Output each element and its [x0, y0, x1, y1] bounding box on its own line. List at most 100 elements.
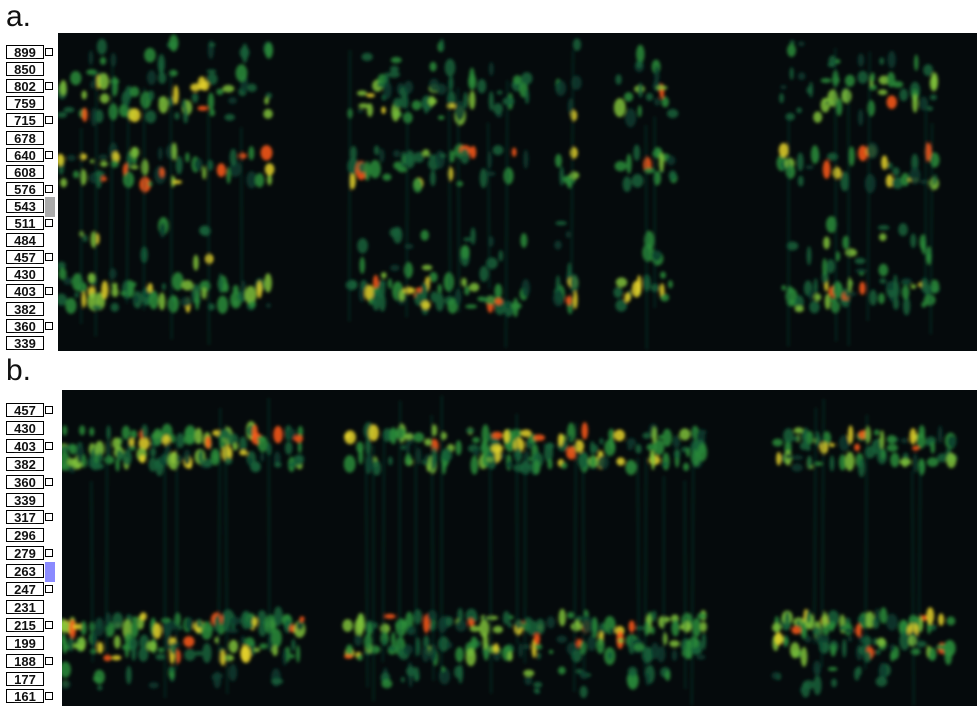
spectral-blob: [63, 107, 74, 113]
frequency-label: 759: [6, 96, 44, 110]
frequency-label: 215: [6, 618, 44, 632]
spectral-blob: [89, 50, 93, 65]
spectral-blob: [616, 277, 627, 287]
spectral-blob: [147, 70, 156, 85]
spectral-blob: [629, 620, 635, 632]
spectral-blob: [489, 62, 493, 76]
spectral-blob: [405, 454, 412, 466]
spectral-blob: [294, 435, 303, 442]
spectral-blob: [581, 422, 588, 439]
spectral-blob: [805, 165, 813, 169]
selection-bar: [45, 562, 55, 582]
spectral-blob: [194, 651, 203, 656]
spectral-blob: [776, 452, 781, 466]
spectral-blob: [679, 428, 690, 440]
spectral-blob: [412, 100, 422, 110]
spectral-blob: [881, 449, 885, 459]
spectral-blob: [567, 435, 573, 441]
spectral-blob: [461, 278, 467, 287]
spectral-blob: [683, 463, 689, 471]
spectral-blob: [101, 281, 108, 300]
spectral-blob: [264, 273, 272, 292]
spectral-blob: [794, 306, 803, 313]
spectral-blob: [470, 626, 481, 632]
spectral-blob: [635, 626, 644, 630]
spectral-blob: [787, 44, 796, 57]
spectral-blob: [599, 438, 603, 445]
spectral-blob: [813, 675, 821, 695]
spectral-blob: [469, 68, 475, 87]
spectral-blob: [95, 617, 105, 636]
spectral-blob: [460, 245, 469, 259]
spectral-blob: [100, 161, 108, 167]
spectral-blob: [661, 616, 670, 622]
spectral-blob: [912, 94, 918, 113]
marker: [45, 585, 53, 593]
spectral-blob: [930, 442, 935, 454]
spectral-blob: [534, 633, 541, 644]
spectral-blob: [296, 645, 300, 663]
selection-bar: [45, 197, 55, 217]
spectral-blob: [370, 646, 380, 654]
marker: [45, 151, 53, 159]
spectral-blob: [357, 109, 363, 113]
spectral-blob: [700, 622, 707, 632]
spectral-blob: [828, 622, 836, 630]
spectral-blob: [653, 440, 664, 456]
spectral-blob: [525, 676, 532, 685]
spectral-blob: [682, 621, 691, 633]
spectral-blob: [898, 223, 908, 236]
spectral-blob: [786, 165, 796, 179]
spectral-blob: [511, 302, 522, 309]
spectral-blob: [587, 635, 596, 651]
spectral-blob: [103, 655, 111, 661]
spectral-blob: [130, 430, 137, 439]
spectral-blob: [224, 655, 234, 662]
spectral-blob: [931, 72, 938, 88]
frequency-label: 430: [6, 421, 44, 435]
spectral-blob: [81, 621, 87, 635]
marker: [45, 657, 53, 665]
spectral-blob: [790, 67, 794, 80]
spectral-blob: [106, 425, 110, 440]
spectral-blob: [470, 228, 475, 245]
spectral-blob: [413, 178, 423, 193]
spectral-blob: [828, 667, 838, 671]
spectral-blob: [910, 428, 917, 444]
spectral-blob: [469, 283, 479, 292]
spectral-blob: [525, 89, 529, 104]
spectral-blob: [62, 638, 67, 654]
spectral-blob: [557, 636, 568, 643]
spectral-blob: [404, 434, 413, 440]
spectral-blob: [927, 457, 939, 467]
spectral-blob: [131, 646, 136, 661]
spectral-blob: [299, 616, 304, 622]
spectral-blob: [477, 296, 486, 301]
spectral-blob: [401, 445, 406, 450]
frequency-label: 403: [6, 284, 44, 298]
spectral-blob: [628, 667, 638, 677]
spectral-blob: [662, 452, 670, 470]
spectral-blob: [493, 103, 503, 114]
spectral-blob: [840, 299, 849, 303]
spectral-blob: [153, 428, 163, 444]
spectral-blob: [652, 250, 662, 261]
spectral-blob: [879, 278, 886, 283]
spectral-blob: [460, 148, 470, 163]
spectral-blob: [357, 90, 367, 96]
spectral-blob: [848, 425, 853, 443]
spectral-blob: [344, 430, 356, 444]
spectral-blob: [463, 92, 468, 108]
spectral-blob: [668, 280, 673, 288]
spectral-blob: [608, 628, 616, 633]
spectral-blob: [172, 143, 177, 161]
spectral-blob: [656, 86, 667, 90]
spectral-blob: [513, 75, 522, 84]
spectral-blob: [354, 634, 362, 646]
frequency-label: 576: [6, 182, 44, 196]
spectral-blob: [855, 258, 866, 264]
spectral-blob: [403, 644, 413, 655]
spectral-blob: [146, 641, 156, 651]
spectral-blob: [168, 295, 179, 313]
spectral-blob: [613, 287, 622, 298]
